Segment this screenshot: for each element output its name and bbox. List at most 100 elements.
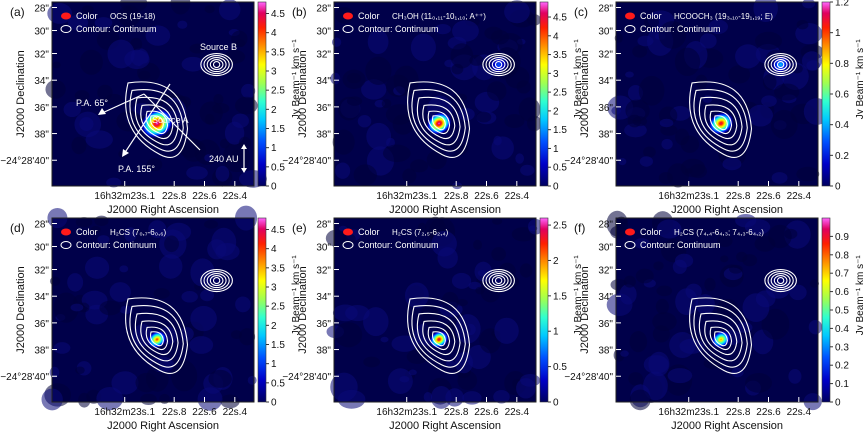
contour-a-3 <box>698 312 743 362</box>
source-b-emission <box>489 271 509 290</box>
pa155-label: P.A. 155° <box>118 164 155 174</box>
colorbar <box>821 217 831 403</box>
colorbar-tick-label: 0.9 <box>835 232 849 243</box>
colorbar-tick-label: 2 <box>553 106 559 117</box>
contour-b-0 <box>776 277 785 285</box>
contour-b-0 <box>776 61 785 69</box>
y-tick-label: 36" <box>316 103 331 114</box>
contour-b-2 <box>770 57 791 73</box>
y-axis-label: J2000 Declination <box>297 266 309 353</box>
y-tick-label: 34" <box>34 292 49 303</box>
y-axis-label: J2000 Declination <box>579 266 591 353</box>
y-tick-label: 32" <box>34 266 49 277</box>
legend-color-label: Color <box>358 227 380 237</box>
contour-a-2 <box>704 104 738 140</box>
panel-label: (b) <box>292 5 307 19</box>
x-tick-label: 22s.6 <box>192 407 217 418</box>
contour-b-1 <box>491 59 506 71</box>
y-tick-label: 28" <box>34 4 49 15</box>
y-tick-label: 32" <box>316 266 331 277</box>
colorbar-tick-label: 1 <box>271 143 277 154</box>
legend-color-marker <box>625 228 635 236</box>
panel-label: (c) <box>574 5 588 19</box>
y-tick-label: 28" <box>34 220 49 231</box>
y-axis-label: J2000 Declination <box>297 50 309 137</box>
plot-frame <box>51 1 255 187</box>
contour-a-1 <box>427 110 451 135</box>
y-tick-label: 28" <box>316 4 331 15</box>
x-tick-label: 16h32m23s.1 <box>658 191 719 202</box>
colorbar-tick-label: 0.5 <box>271 162 285 173</box>
colorbar-tick-label: 1 <box>553 144 559 155</box>
x-tick-label: 22s.6 <box>192 191 217 202</box>
colorbar-tick-label: 0 <box>835 398 841 409</box>
continuum-contours <box>125 269 233 374</box>
panel-label: (a) <box>10 5 25 19</box>
colorbar-tick-label: 3 <box>271 67 277 78</box>
source-b-emission <box>489 55 509 74</box>
legend-tracer-name: HCOOCH₃ (19₃,₁₀-19₁,₁₉; E) <box>674 12 773 21</box>
contour-a-2 <box>422 320 456 356</box>
y-tick-label: 36" <box>34 103 49 114</box>
contour-a-5 <box>407 81 471 158</box>
contour-b-4 <box>482 269 515 293</box>
x-tick-label: 22s.6 <box>474 191 499 202</box>
legend-contour-marker <box>60 241 72 249</box>
x-axis-label: J2000 Right Ascension <box>389 204 501 216</box>
pa65-axis-line <box>99 93 145 115</box>
contour-b-1 <box>209 275 224 287</box>
legend-contour-label: Contour: Continuum <box>76 24 157 34</box>
colorbar-tick-label: 0.2 <box>835 151 849 162</box>
y-tick-label: 30" <box>598 243 613 254</box>
map-noise <box>41 205 258 411</box>
contour-a-0 <box>150 331 164 347</box>
contour-a-5 <box>689 81 753 158</box>
colorbar-tick-label: 0 <box>271 398 277 409</box>
y-tick-label: 36" <box>316 319 331 330</box>
contour-a-1 <box>145 110 169 135</box>
contour-a-5 <box>125 297 189 374</box>
legend-color-marker <box>343 228 353 236</box>
y-tick-label: −24°28'40" <box>564 156 613 167</box>
contour-a-0 <box>432 115 446 131</box>
colorbar <box>257 1 267 187</box>
colorbar-tick-label: 0.1 <box>835 379 849 390</box>
colorbar-tick-label: 2.5 <box>553 221 567 232</box>
contour-a-1 <box>145 326 169 351</box>
contour-a-3 <box>698 96 743 146</box>
colorbar-tick-label: 1.2 <box>835 0 849 9</box>
legend-color-label: Color <box>640 11 662 21</box>
colorbar-label: Jy Beam⁻¹ km s⁻¹ <box>291 39 302 120</box>
x-tick-label: 22s.8 <box>162 191 187 202</box>
y-tick-label: 38" <box>316 346 331 357</box>
colorbar-tick-label: 4 <box>271 28 277 39</box>
colorbar-tick-label: 2.5 <box>271 302 285 313</box>
colorbar-tick-label: 0.8 <box>835 250 849 261</box>
colorbar-tick-label: 2.5 <box>553 88 567 99</box>
contour-a-4 <box>411 305 466 368</box>
y-tick-label: 28" <box>598 220 613 231</box>
colorbar-tick-label: 3.5 <box>553 50 567 61</box>
y-tick-label: 32" <box>598 266 613 277</box>
pa65-label: P.A. 65° <box>76 98 108 108</box>
contour-b-0 <box>212 61 221 69</box>
legend-contour-label: Contour: Continuum <box>76 240 157 250</box>
map-noise <box>607 0 830 188</box>
plot-frame <box>615 1 819 187</box>
y-tick-label: 30" <box>598 27 613 38</box>
y-tick-label: 28" <box>598 4 613 15</box>
panel-label: (f) <box>574 221 585 235</box>
y-tick-label: 30" <box>34 27 49 38</box>
y-tick-label: 34" <box>316 76 331 87</box>
contour-b-4 <box>764 53 797 77</box>
source-b-emission <box>207 271 227 290</box>
contour-a-1 <box>427 326 451 351</box>
legend-color-marker <box>343 12 353 20</box>
y-tick-label: −24°28'40" <box>564 372 613 383</box>
colorbar-tick-label: 0.7 <box>835 269 849 280</box>
y-tick-label: 38" <box>598 130 613 141</box>
continuum-contours <box>125 53 233 158</box>
y-tick-label: −24°28'40" <box>282 156 331 167</box>
legend-tracer-name: H₂CS (7₄,₄-6₄,₃; 7₄,₃-6₄,₂) <box>674 228 764 237</box>
